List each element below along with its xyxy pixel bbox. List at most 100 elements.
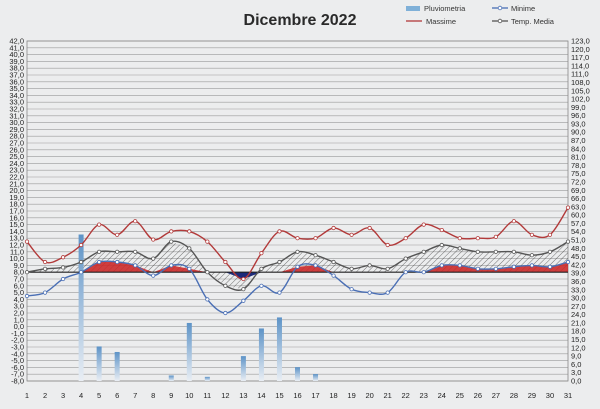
point-massime: [259, 251, 264, 256]
x-tick-label: 1: [25, 391, 29, 400]
y-right-tick-label: 21,0: [571, 318, 586, 327]
point-temp-media: [529, 253, 535, 258]
point-temp-media: [169, 239, 174, 244]
x-tick-label: 16: [293, 391, 301, 400]
point-massime: [133, 219, 138, 224]
point-minime: [79, 270, 84, 275]
y-left-tick-label: 31,0: [9, 111, 24, 120]
point-massime: [421, 222, 426, 227]
y-right-tick-label: 60,0: [571, 211, 586, 220]
x-tick-label: 13: [239, 391, 247, 400]
y-right-tick-label: 0,0: [571, 377, 581, 386]
y-left-tick-label: 24,0: [9, 159, 24, 168]
point-temp-media: [475, 249, 480, 254]
y-left-tick-label: 34,0: [9, 91, 24, 100]
y-right-tick-label: 111,0: [571, 70, 589, 79]
y-left-tick-label: 3,0: [14, 302, 24, 311]
y-left-tick-label: 17,0: [9, 207, 24, 216]
y-right-tick-label: 54,0: [571, 227, 586, 236]
y-left-tick-label: 26,0: [9, 145, 24, 154]
x-tick-label: 14: [257, 391, 265, 400]
x-tick-label: 23: [420, 391, 428, 400]
y-right-tick-label: 105,0: [571, 86, 590, 95]
point-temp-media: [187, 246, 192, 251]
legend-item-pluviometria: Pluviometria: [406, 4, 466, 13]
point-massime: [295, 236, 300, 241]
rain-bar: [240, 356, 246, 381]
y-axis-right: 0,03,06,09,012,015,018,021,024,027,030,0…: [571, 37, 590, 386]
legend-item-massime: Massime: [406, 17, 456, 26]
point-temp-media: [205, 270, 210, 275]
point-minime: [313, 263, 318, 268]
y-right-tick-label: 42,0: [571, 260, 586, 269]
point-massime: [349, 232, 354, 237]
point-minime: [439, 263, 444, 268]
y-right-tick-label: 30,0: [571, 294, 586, 303]
legend-item-temp-media: Temp. Media: [492, 17, 555, 26]
y-right-tick-label: 57,0: [571, 219, 586, 228]
point-minime: [385, 290, 390, 295]
rain-bar: [186, 322, 192, 381]
y-right-tick-label: 36,0: [571, 277, 586, 286]
x-tick-label: 21: [383, 391, 391, 400]
rain-bars: [78, 234, 319, 381]
point-temp-media: [457, 246, 462, 251]
rain-bar: [258, 328, 264, 381]
point-temp-media: [259, 266, 264, 271]
point-temp-media: [493, 249, 498, 254]
point-minime: [187, 266, 192, 271]
legend-label-pluviometria: Pluviometria: [424, 4, 466, 13]
y-right-tick-label: 99,0: [571, 103, 586, 112]
rain-bar: [313, 374, 319, 381]
y-left-tick-label: -5,0: [11, 356, 24, 365]
x-tick-label: 10: [185, 391, 193, 400]
point-temp-media: [565, 239, 571, 244]
x-tick-label: 7: [133, 391, 137, 400]
x-tick-label: 4: [79, 391, 83, 400]
point-minime: [259, 283, 264, 288]
point-minime: [403, 270, 408, 275]
y-right-tick-label: 66,0: [571, 194, 586, 203]
y-right-tick-label: 33,0: [571, 285, 586, 294]
point-massime: [115, 232, 120, 237]
y-right-tick-label: 45,0: [571, 252, 586, 261]
point-minime: [493, 266, 498, 271]
y-left-tick-label: 38,0: [9, 64, 24, 73]
y-right-tick-label: 90,0: [571, 128, 586, 137]
point-minime: [151, 273, 156, 278]
point-temp-media: [277, 259, 282, 265]
legend-item-minime: Minime: [492, 4, 535, 13]
series-lines: [24, 205, 571, 316]
point-minime: [457, 263, 462, 268]
y-left-tick-label: 9,0: [14, 261, 24, 270]
y-right-tick-label: 6,0: [571, 360, 581, 369]
y-right-tick-label: 18,0: [571, 327, 586, 336]
point-minime: [511, 264, 517, 269]
y-right-tick-label: 87,0: [571, 136, 586, 145]
y-left-tick-label: 11,0: [10, 247, 24, 256]
y-right-tick-label: 120,0: [571, 45, 590, 54]
rain-bar: [204, 376, 210, 381]
y-left-tick-label: -6,0: [11, 363, 24, 372]
point-minime: [60, 276, 66, 282]
y-right-tick-label: 78,0: [571, 161, 586, 170]
x-tick-label: 29: [528, 391, 536, 400]
y-left-tick-label: 18,0: [9, 200, 24, 209]
point-massime: [277, 229, 282, 234]
point-massime: [403, 236, 408, 241]
y-right-tick-label: 27,0: [571, 302, 586, 311]
legend-label-temp-media: Temp. Media: [511, 17, 555, 26]
x-tick-label: 30: [546, 391, 554, 400]
point-temp-media: [421, 249, 426, 254]
x-tick-label: 6: [115, 391, 119, 400]
point-massime: [223, 259, 228, 265]
y-left-tick-label: 30,0: [9, 118, 24, 127]
y-right-tick-label: 9,0: [571, 352, 581, 361]
y-right-tick-label: 93,0: [571, 119, 586, 128]
point-minime: [367, 290, 372, 295]
point-minime: [42, 290, 48, 295]
point-massime: [60, 255, 66, 260]
legend-label-minime: Minime: [511, 4, 535, 13]
legend-label-massime: Massime: [426, 17, 456, 26]
